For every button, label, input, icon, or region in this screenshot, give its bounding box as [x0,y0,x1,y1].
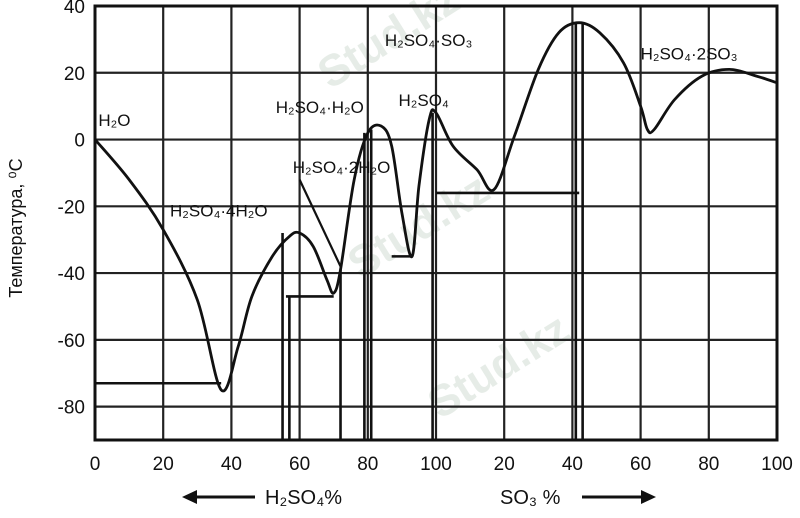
y-axis-label: Температура, ⁰С [6,158,26,297]
compound-annotation: H₂SO₄ [398,91,448,110]
x-tick-label: 40 [562,454,583,475]
x-tick-labels: 0 20 40 60 80 100 20 40 60 80 100 [90,454,793,475]
y-tick-label: -60 [58,331,85,352]
right-arrow [582,490,656,504]
compound-annotation: H₂O [98,111,130,130]
y-tick-label: 20 [64,64,85,85]
liquidus-curve [93,21,778,393]
x-tick-label: 100 [761,454,793,475]
annotations: H₂O H₂SO₄·2H₂O H₂SO₄·4H₂O H₂SO₄·H₂O H₂SO₄ H₂S… [98,31,737,220]
axis-names: Температура, ⁰С H₂SO₄% SO₃ % [6,158,656,509]
compound-annotation: H₂SO₄·H₂O [276,98,364,117]
compound-annotation: H₂SO₄·2SO₃ [641,44,738,63]
compound-annotation: H₂SO₄·SO₃ [385,31,473,50]
y-tick-label: -40 [58,264,85,285]
x-tick-label: 0 [90,454,101,475]
x-axis-left-label: H₂SO₄% [265,487,342,509]
y-tick-label: -20 [58,197,85,218]
x-tick-label: 40 [221,454,242,475]
watermark-text: Stud.kz [419,304,578,428]
left-arrow [182,490,255,504]
grid [93,4,779,440]
y-tick-label: 40 [64,0,85,18]
x-tick-label: 100 [420,454,452,475]
compound-annotation: H₂SO₄·4H₂O [170,201,268,220]
x-tick-label: 80 [357,454,378,475]
tie-lines [95,22,584,440]
y-tick-label: -80 [58,398,85,419]
x-axis-right-label: SO₃ % [500,487,561,509]
x-tick-label: 60 [630,454,651,475]
freezing-point-curve [93,21,778,393]
x-tick-label: 20 [494,454,515,475]
y-tick-labels: 40 20 0 -20 -40 -60 -80 [58,0,85,419]
plot-frame [93,4,779,442]
y-tick-label: 0 [74,131,85,152]
x-tick-label: 60 [289,454,310,475]
compound-annotation: H₂SO₄·2H₂O [293,158,391,177]
label-pointer-line [298,179,342,267]
x-tick-label: 20 [153,454,174,475]
x-tick-label: 80 [698,454,719,475]
plot-border [93,4,779,442]
